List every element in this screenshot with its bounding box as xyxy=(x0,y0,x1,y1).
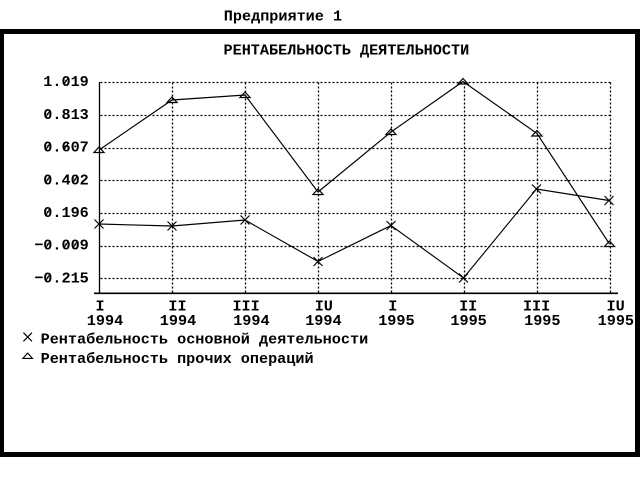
svg-text:Рентабельность прочих операций: Рентабельность прочих операций xyxy=(41,350,314,368)
svg-text:I: I xyxy=(95,298,104,316)
svg-text:1994: 1994 xyxy=(305,312,341,330)
svg-text:0.196: 0.196 xyxy=(43,204,89,222)
svg-text:1995: 1995 xyxy=(598,312,634,330)
svg-text:1994: 1994 xyxy=(160,312,196,330)
svg-text:РЕНТАБЕЛЬНОСТЬ ДЕЯТЕЛЬНОСТИ: РЕНТАБЕЛЬНОСТЬ ДЕЯТЕЛЬНОСТИ xyxy=(224,42,470,60)
svg-text:Рентабельность основной деятел: Рентабельность основной деятельности xyxy=(41,331,369,349)
svg-text:1994: 1994 xyxy=(87,312,123,330)
svg-text:1995: 1995 xyxy=(378,312,414,330)
svg-text:IU: IU xyxy=(315,298,333,316)
svg-text:−0.215: −0.215 xyxy=(34,269,89,287)
svg-text:1994: 1994 xyxy=(233,312,269,330)
svg-text:III: III xyxy=(232,298,259,316)
svg-text:II: II xyxy=(459,298,477,316)
svg-text:I: I xyxy=(388,298,397,316)
svg-text:Предприятие 1: Предприятие 1 xyxy=(224,8,342,26)
svg-text:0.402: 0.402 xyxy=(43,171,89,189)
svg-text:1995: 1995 xyxy=(450,312,486,330)
svg-text:IU: IU xyxy=(607,298,625,316)
svg-text:II: II xyxy=(168,298,186,316)
svg-text:III: III xyxy=(523,298,550,316)
svg-text:1995: 1995 xyxy=(524,312,560,330)
svg-text:0.813: 0.813 xyxy=(43,106,89,124)
svg-text:−0.009: −0.009 xyxy=(34,237,89,255)
